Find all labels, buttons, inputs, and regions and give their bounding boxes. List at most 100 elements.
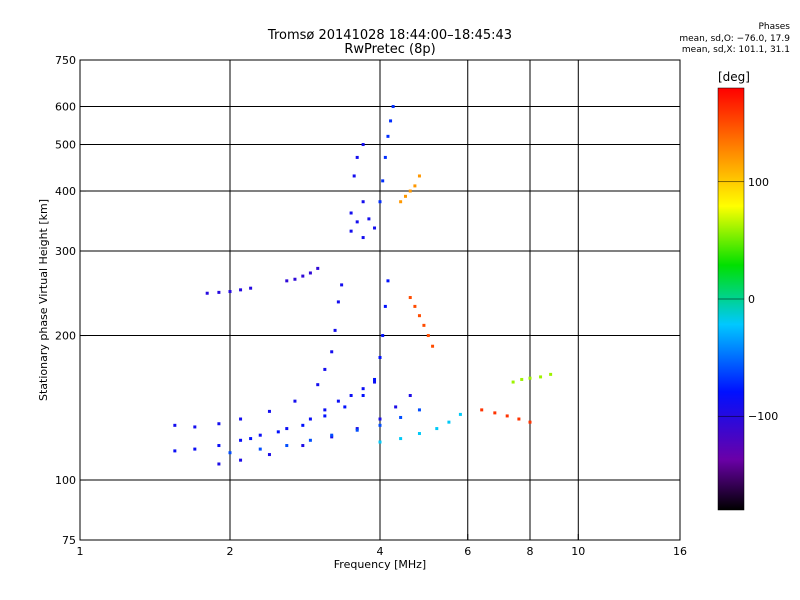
data-point	[267, 453, 271, 457]
data-point	[447, 420, 451, 424]
data-point	[378, 355, 382, 359]
data-point	[408, 394, 412, 398]
axis-ticks: 1 2 4 6 8 10 16 75 100 200 300 400 500 600 750	[55, 54, 687, 558]
data-point	[249, 437, 253, 441]
data-point	[408, 296, 412, 300]
data-point	[361, 236, 365, 240]
data-point	[381, 334, 385, 338]
data-point	[301, 274, 305, 278]
y-tick-label: 75	[62, 534, 76, 547]
data-point	[394, 405, 398, 409]
x-axis-label: Frequency [MHz]	[334, 558, 426, 571]
data-point	[323, 408, 327, 412]
stats-line-x: mean, sd,X: 101.1, 31.1	[681, 45, 790, 55]
data-point	[386, 279, 390, 283]
data-point	[383, 155, 387, 159]
data-point	[173, 449, 177, 453]
data-point	[399, 437, 403, 441]
data-point	[330, 433, 334, 437]
colorbar-ticks: 100 0 −100	[718, 176, 778, 423]
data-point	[308, 438, 312, 442]
data-point	[193, 447, 197, 451]
x-tick-label: 16	[673, 545, 687, 558]
data-point	[293, 399, 297, 403]
data-point	[352, 174, 356, 178]
data-point	[323, 414, 327, 418]
data-point	[336, 300, 340, 304]
data-point	[422, 323, 426, 327]
data-point	[517, 417, 521, 421]
data-point	[391, 105, 395, 109]
data-point	[193, 425, 197, 429]
x-tick-label: 10	[571, 545, 585, 558]
data-point	[386, 134, 390, 138]
data-point	[361, 387, 365, 391]
data-point	[417, 432, 421, 436]
data-point	[258, 447, 262, 451]
data-point	[228, 290, 232, 294]
data-point	[528, 420, 532, 424]
chart-subtitle: RwPretec (8p)	[344, 42, 436, 57]
data-point	[343, 405, 347, 409]
data-point	[239, 417, 243, 421]
data-point	[408, 189, 412, 193]
data-point	[308, 417, 312, 421]
data-point	[493, 411, 497, 415]
data-point	[505, 414, 509, 418]
data-point	[373, 380, 377, 384]
data-point	[267, 409, 271, 413]
y-tick-label: 750	[55, 54, 76, 67]
data-point	[373, 377, 377, 381]
data-point	[217, 422, 221, 426]
data-point	[228, 451, 232, 455]
data-point	[426, 334, 430, 338]
data-point	[399, 200, 403, 204]
data-point	[539, 375, 543, 379]
x-tick-label: 2	[227, 545, 234, 558]
data-point	[239, 438, 243, 442]
data-point	[389, 119, 393, 123]
data-point	[239, 458, 243, 462]
data-point	[258, 433, 262, 437]
data-point	[285, 427, 289, 431]
data-point	[355, 427, 359, 431]
data-point	[381, 179, 385, 183]
data-point	[378, 440, 382, 444]
data-point	[417, 174, 421, 178]
x-tick-label: 8	[527, 545, 534, 558]
data-point	[205, 291, 209, 295]
x-tick-label: 1	[77, 545, 84, 558]
y-axis-label: Stationary phase Virtual Height [km]	[37, 199, 50, 401]
data-point	[355, 220, 359, 224]
data-point	[301, 423, 305, 427]
y-tick-label: 100	[55, 474, 76, 487]
colorbar-tick-label: 0	[748, 293, 755, 306]
data-point	[239, 288, 243, 292]
data-point	[173, 423, 177, 427]
data-point	[403, 194, 407, 198]
data-point	[330, 435, 334, 439]
data-point	[383, 304, 387, 308]
data-point	[549, 372, 553, 376]
grid-lines	[80, 60, 680, 540]
stats-heading: Phases	[758, 22, 790, 32]
data-point	[361, 200, 365, 204]
colorbar-tick-label: 100	[748, 176, 769, 189]
data-point	[373, 226, 377, 230]
data-point	[330, 350, 334, 354]
data-point	[378, 200, 382, 204]
data-point	[301, 444, 305, 448]
chart-title: Tromsø 20141028 18:44:00–18:45:43	[267, 28, 513, 43]
data-point	[276, 430, 280, 434]
data-point	[323, 367, 327, 371]
data-point	[249, 286, 253, 290]
data-point	[431, 344, 435, 348]
y-tick-label: 400	[55, 185, 76, 198]
x-tick-label: 6	[464, 545, 471, 558]
data-point	[413, 304, 417, 308]
y-tick-label: 200	[55, 330, 76, 343]
data-point	[355, 428, 359, 432]
data-point	[417, 408, 421, 412]
data-point	[458, 412, 462, 416]
data-point	[349, 211, 353, 215]
